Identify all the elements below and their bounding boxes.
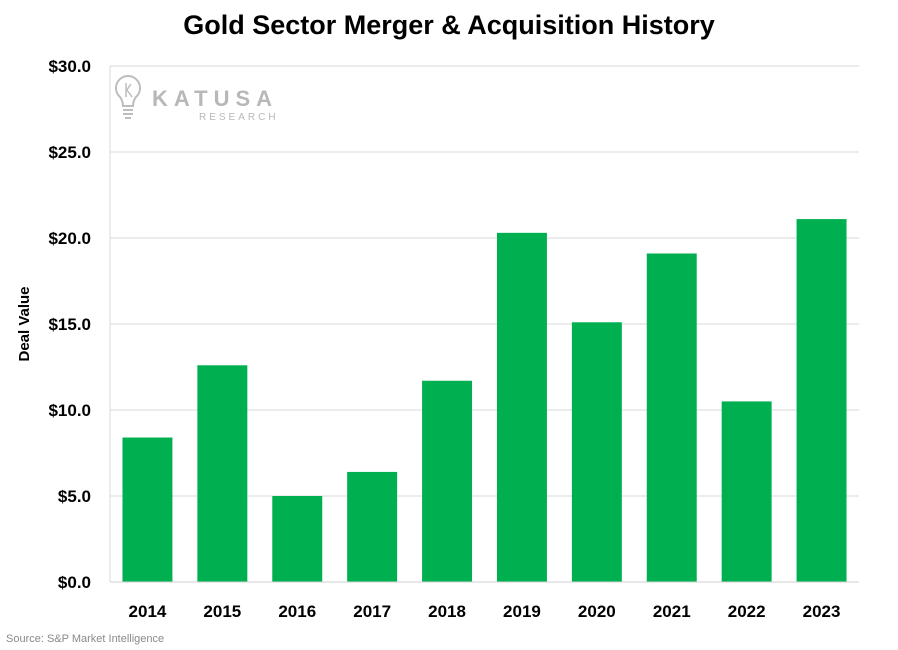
source-note: Source: S&P Market Intelligence (6, 633, 164, 645)
bar-2019 (496, 232, 547, 582)
bar-2020 (571, 322, 622, 582)
lightbulb-icon (115, 75, 141, 119)
x-tick-label: 2014 (129, 602, 167, 621)
watermark-main: KATUSA (152, 86, 278, 111)
x-tick-label: 2019 (503, 602, 541, 621)
y-tick-label: $25.0 (48, 143, 91, 162)
bar-2023 (796, 219, 847, 582)
bar-2016 (272, 496, 323, 582)
y-axis-label: Deal Value (16, 286, 33, 361)
y-tick-label: $30.0 (48, 57, 91, 76)
bar-2021 (646, 253, 697, 583)
y-tick-label: $0.0 (58, 573, 91, 592)
x-tick-label: 2015 (203, 602, 241, 621)
bar-2022 (721, 401, 772, 582)
x-tick-label: 2020 (578, 602, 616, 621)
x-axis-ticks: 2014 2015 2016 2017 2018 2019 2020 2021 2022 2023 (129, 602, 841, 621)
bars (122, 219, 847, 583)
y-tick-label: $20.0 (48, 229, 91, 248)
bar-2017 (347, 471, 398, 582)
y-tick-label: $10.0 (48, 401, 91, 420)
y-tick-label: $5.0 (58, 487, 91, 506)
bar-2018 (422, 380, 473, 582)
bar-2014 (122, 437, 173, 582)
x-tick-label: 2022 (728, 602, 766, 621)
x-tick-label: 2023 (803, 602, 841, 621)
chart-title: Gold Sector Merger & Acquisition History (183, 10, 715, 40)
x-tick-label: 2018 (428, 602, 466, 621)
x-tick-label: 2017 (353, 602, 391, 621)
watermark-logo: KATUSA RESEARCH (115, 75, 279, 123)
y-axis-ticks: $0.0 $5.0 $10.0 $15.0 $20.0 $25.0 $30.0 (48, 57, 91, 592)
y-tick-label: $15.0 (48, 315, 91, 334)
watermark-sub: RESEARCH (199, 112, 279, 123)
x-tick-label: 2021 (653, 602, 691, 621)
bar-2015 (197, 365, 248, 582)
x-tick-label: 2016 (278, 602, 316, 621)
